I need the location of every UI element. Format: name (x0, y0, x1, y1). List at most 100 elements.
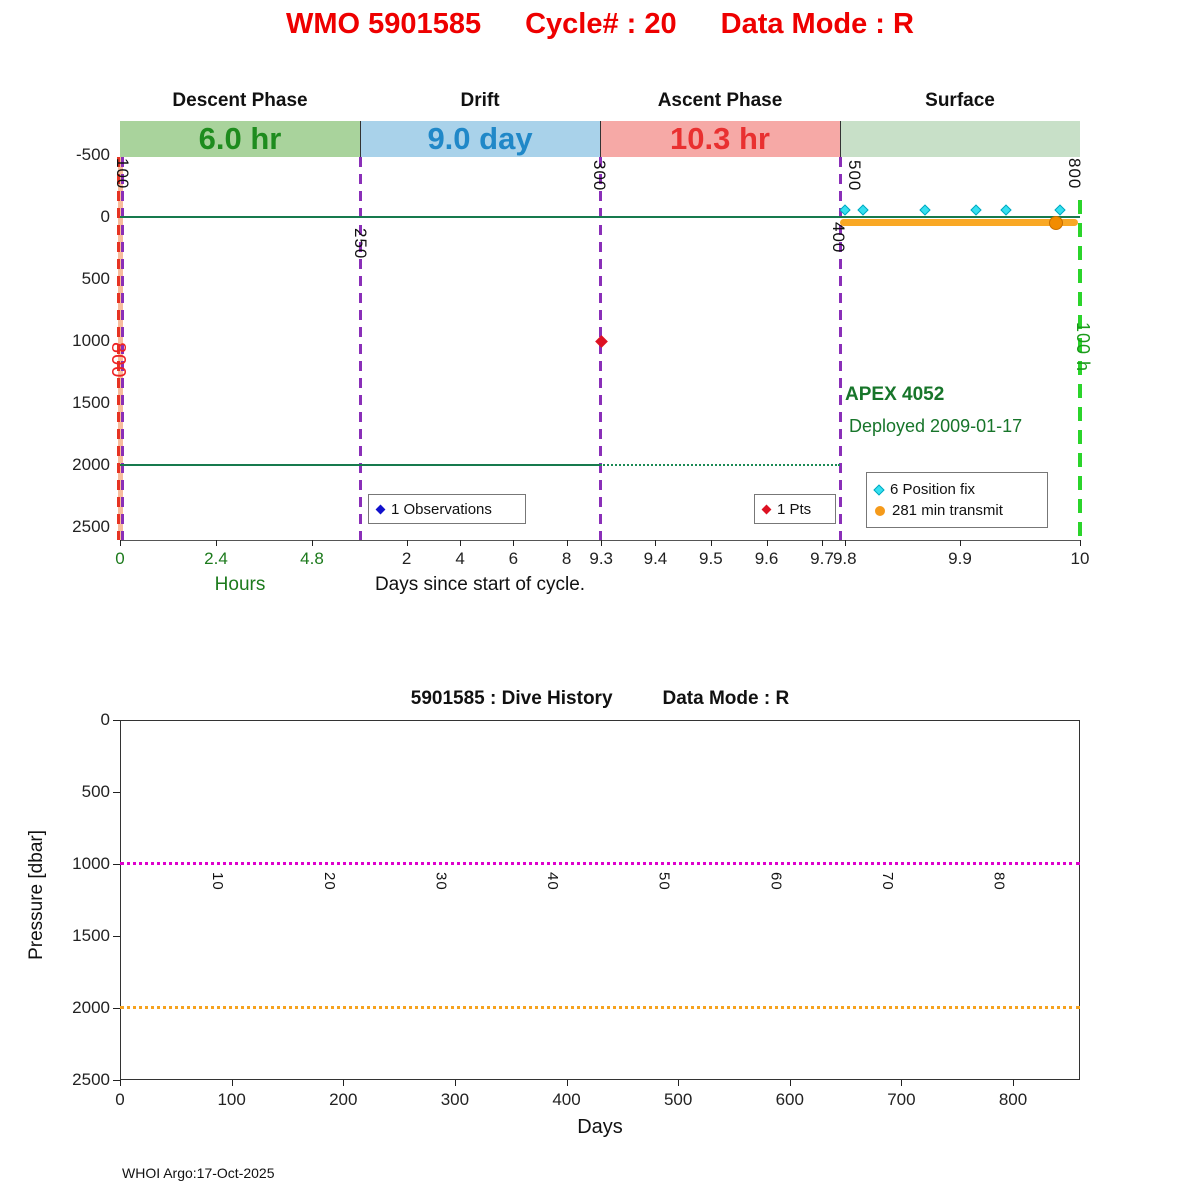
phase-boundary-line-surface (839, 157, 842, 540)
right-green-label-100h: 100 h (1073, 322, 1093, 373)
y-tick-label: 2000 (72, 455, 110, 474)
x-tick-mark (655, 540, 657, 546)
x-tick-mark (678, 1080, 680, 1086)
x-tick-mark (601, 540, 603, 546)
x-tick-label: 0 (115, 549, 125, 568)
x-tick-label: 9.3 (589, 549, 613, 568)
phase-header-surface: Surface (925, 90, 995, 111)
cycle-number-label: 70 (879, 872, 896, 891)
y-tick-mark (113, 864, 120, 865)
x-tick-mark (566, 1080, 568, 1086)
x-tick-mark (120, 540, 121, 546)
position-fix-marker (1000, 204, 1012, 216)
x-tick-mark (1080, 540, 1081, 546)
y-tick-mark (113, 1008, 120, 1009)
observations-legend-row: 1 Observations (375, 500, 517, 518)
cycle-number-label: 40 (544, 872, 562, 891)
x-tick-label: 600 (775, 1090, 804, 1109)
x-tick-mark (343, 1080, 345, 1086)
transmit-legend-label: 281 min transmit (892, 502, 1003, 519)
x-tick-mark (710, 540, 712, 546)
y-tick-label: 1500 (72, 926, 110, 945)
boundary-label-500: 500 (845, 160, 864, 192)
cycle-number-label: 10 (209, 872, 227, 891)
x-tick-label: 200 (329, 1090, 358, 1109)
y-tick-mark (113, 720, 120, 721)
surface-band (840, 121, 1080, 157)
observations-legend: 1 Observations (368, 494, 526, 524)
cycle-number-label: 20 (320, 872, 338, 891)
boundary-label-800: 800 (1065, 158, 1084, 190)
y-tick-label: 2500 (72, 1070, 110, 1089)
park-pressure-line (120, 862, 1080, 865)
drift-duration-label: 9.0 day (427, 121, 533, 156)
descent-duration-label: 6.0 hr (198, 121, 282, 156)
y-tick-label: 0 (100, 207, 110, 226)
position-fix-legend-label: 6 Position fix (890, 481, 976, 498)
x-tick-label: 9.8 (832, 549, 857, 568)
profile-pressure-line-dotted (600, 464, 840, 466)
transmit-circle-icon (875, 505, 885, 516)
pts-legend-label: 1 Pts (777, 500, 812, 518)
descent-line-highlight (118, 157, 123, 540)
y-tick-label: -500 (75, 145, 110, 164)
float-model-label: APEX 4052 (845, 384, 945, 405)
title-data-mode: Data Mode : R (720, 8, 914, 40)
cycle-number-label: 30 (432, 872, 450, 891)
x-tick-label: 9.4 (643, 549, 668, 568)
title-cycle-number: Cycle# : 20 (525, 8, 677, 40)
y-tick-label: 1000 (72, 854, 110, 873)
surface-legend: 6 Position fix 281 min transmit (866, 472, 1048, 528)
boundary-label-300: 300 (590, 160, 609, 192)
phase-boundary-line-ascent (599, 157, 602, 540)
x-tick-label: 100 (217, 1090, 246, 1109)
top-x-axis (120, 540, 1080, 541)
pts-diamond-icon (761, 504, 772, 514)
y-tick-label: 0 (100, 710, 110, 729)
x-tick-label: 9.9 (948, 549, 972, 568)
profile-pressure-line (120, 1006, 1080, 1009)
cycle-number-label: 50 (655, 872, 673, 891)
x-tick-mark (513, 540, 515, 546)
x-tick-mark (1013, 1080, 1015, 1086)
phase-header-descent: Descent Phase (172, 90, 308, 111)
cycle-number-label: 80 (990, 872, 1008, 891)
x-tick-label: 700 (887, 1090, 916, 1109)
deployed-date-label: Deployed 2009-01-17 (849, 416, 1023, 436)
y-tick-label: 500 (81, 269, 110, 288)
x-tick-label: 4 (455, 549, 465, 568)
y-tick-mark (113, 1080, 120, 1081)
x-tick-label: 4.8 (300, 549, 324, 568)
x-tick-label: 9.5 (699, 549, 723, 568)
x-tick-mark (454, 1080, 456, 1086)
band-separator (360, 121, 361, 157)
x-tick-mark (901, 1080, 903, 1086)
position-fix-legend-row: 6 Position fix (873, 481, 1039, 498)
boundary-label-100: 100 (113, 158, 132, 190)
surface-pressure-line (120, 216, 1080, 218)
x-tick-label: 300 (440, 1090, 470, 1109)
y-tick-label: 1000 (72, 331, 110, 350)
x-tick-label: 6 (508, 549, 519, 568)
y-tick-label: 2500 (72, 517, 110, 536)
x-tick-mark (766, 540, 768, 546)
position-fix-diamond-icon (873, 483, 885, 496)
x-tick-mark (312, 540, 313, 546)
x-tick-mark (216, 540, 217, 546)
transmit-bar (840, 219, 1079, 227)
position-fix-marker (919, 204, 932, 216)
cycle-number-label: 60 (767, 872, 785, 891)
position-fix-marker (857, 204, 869, 216)
dive-history-title: 5901585 : Dive History Data Mode : R (0, 688, 1200, 710)
x-tick-mark (566, 540, 568, 546)
observations-legend-label: 1 Observations (391, 500, 492, 518)
observation-marker (595, 335, 608, 348)
dive-history-title-right: Data Mode : R (662, 688, 790, 709)
x-tick-label: 500 (663, 1090, 693, 1109)
x-tick-mark (231, 1080, 233, 1086)
days-since-start-label: Days since start of cycle. (374, 574, 586, 595)
x-tick-mark (789, 1080, 791, 1086)
x-tick-label: 10 (1070, 549, 1090, 568)
transmit-end-marker (1049, 216, 1063, 231)
